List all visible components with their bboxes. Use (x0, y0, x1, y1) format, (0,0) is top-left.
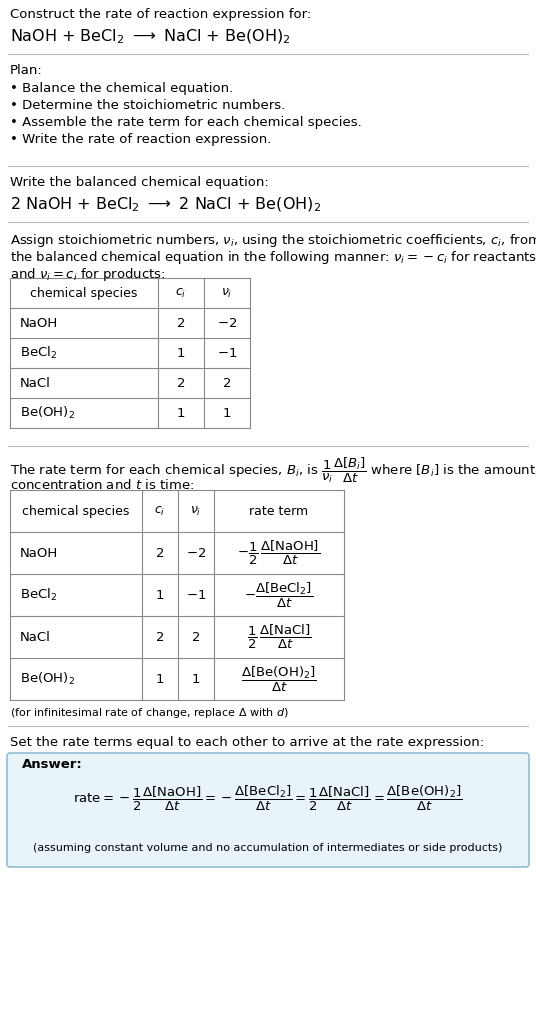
Text: 2: 2 (192, 631, 200, 644)
Text: concentration and $t$ is time:: concentration and $t$ is time: (10, 478, 194, 492)
Text: 2: 2 (223, 376, 231, 389)
Text: 1: 1 (177, 346, 185, 360)
Text: 2: 2 (177, 317, 185, 329)
Text: BeCl$_2$: BeCl$_2$ (20, 345, 57, 361)
Text: 1: 1 (156, 589, 164, 602)
Text: Be(OH)$_2$: Be(OH)$_2$ (20, 405, 75, 421)
Text: • Determine the stoichiometric numbers.: • Determine the stoichiometric numbers. (10, 99, 285, 112)
Text: NaCl: NaCl (20, 376, 51, 389)
Text: Answer:: Answer: (22, 758, 83, 771)
Text: and $\nu_i = c_i$ for products:: and $\nu_i = c_i$ for products: (10, 266, 166, 283)
Text: 2: 2 (156, 631, 164, 644)
Text: (for infinitesimal rate of change, replace $\Delta$ with $d$): (for infinitesimal rate of change, repla… (10, 706, 289, 721)
Text: $\dfrac{\Delta[\mathrm{Be(OH)_2}]}{\Delta t}$: $\dfrac{\Delta[\mathrm{Be(OH)_2}]}{\Delt… (241, 664, 317, 694)
Text: 2 NaOH + BeCl$_2$ $\longrightarrow$ 2 NaCl + Be(OH)$_2$: 2 NaOH + BeCl$_2$ $\longrightarrow$ 2 Na… (10, 196, 321, 215)
Text: Assign stoichiometric numbers, $\nu_i$, using the stoichiometric coefficients, $: Assign stoichiometric numbers, $\nu_i$, … (10, 232, 536, 249)
Text: 1: 1 (177, 407, 185, 419)
Text: chemical species: chemical species (23, 505, 130, 517)
Text: The rate term for each chemical species, $B_i$, is $\dfrac{1}{\nu_i}\dfrac{\Delt: The rate term for each chemical species,… (10, 456, 536, 485)
Text: 2: 2 (156, 547, 164, 559)
Text: 1: 1 (156, 672, 164, 686)
Text: (assuming constant volume and no accumulation of intermediates or side products): (assuming constant volume and no accumul… (33, 843, 503, 853)
Text: rate term: rate term (249, 505, 309, 517)
Text: $\dfrac{1}{2}\,\dfrac{\Delta[\mathrm{NaCl}]}{\Delta t}$: $\dfrac{1}{2}\,\dfrac{\Delta[\mathrm{NaC… (247, 623, 311, 651)
Text: Be(OH)$_2$: Be(OH)$_2$ (20, 671, 75, 687)
Text: • Assemble the rate term for each chemical species.: • Assemble the rate term for each chemic… (10, 117, 362, 129)
Text: $c_i$: $c_i$ (175, 286, 187, 299)
Text: $\nu_i$: $\nu_i$ (190, 505, 202, 517)
Text: the balanced chemical equation in the following manner: $\nu_i = -c_i$ for react: the balanced chemical equation in the fo… (10, 249, 536, 266)
Text: $-2$: $-2$ (186, 547, 206, 559)
Text: $-1$: $-1$ (217, 346, 237, 360)
Text: $\nu_i$: $\nu_i$ (221, 286, 233, 299)
Text: NaOH: NaOH (20, 547, 58, 559)
Text: BeCl$_2$: BeCl$_2$ (20, 587, 57, 603)
Text: • Balance the chemical equation.: • Balance the chemical equation. (10, 82, 233, 95)
Text: NaCl: NaCl (20, 631, 51, 644)
Text: $-\dfrac{\Delta[\mathrm{BeCl_2}]}{\Delta t}$: $-\dfrac{\Delta[\mathrm{BeCl_2}]}{\Delta… (244, 580, 314, 609)
Text: 1: 1 (223, 407, 231, 419)
Text: Write the balanced chemical equation:: Write the balanced chemical equation: (10, 176, 269, 189)
Text: Set the rate terms equal to each other to arrive at the rate expression:: Set the rate terms equal to each other t… (10, 736, 484, 749)
Text: NaOH: NaOH (20, 317, 58, 329)
Text: $-2$: $-2$ (217, 317, 237, 329)
Text: $c_i$: $c_i$ (154, 505, 166, 517)
Text: $-1$: $-1$ (186, 589, 206, 602)
Text: 2: 2 (177, 376, 185, 389)
FancyBboxPatch shape (7, 753, 529, 867)
Text: Construct the rate of reaction expression for:: Construct the rate of reaction expressio… (10, 8, 311, 21)
Text: 1: 1 (192, 672, 200, 686)
Text: • Write the rate of reaction expression.: • Write the rate of reaction expression. (10, 133, 271, 146)
Text: chemical species: chemical species (31, 286, 138, 299)
Text: $-\dfrac{1}{2}\,\dfrac{\Delta[\mathrm{NaOH}]}{\Delta t}$: $-\dfrac{1}{2}\,\dfrac{\Delta[\mathrm{Na… (237, 539, 321, 567)
Text: NaOH + BeCl$_2$ $\longrightarrow$ NaCl + Be(OH)$_2$: NaOH + BeCl$_2$ $\longrightarrow$ NaCl +… (10, 28, 291, 46)
Text: $\mathrm{rate} = -\dfrac{1}{2}\dfrac{\Delta[\mathrm{NaOH}]}{\Delta t} = -\dfrac{: $\mathrm{rate} = -\dfrac{1}{2}\dfrac{\De… (73, 784, 463, 812)
Text: Plan:: Plan: (10, 64, 43, 77)
